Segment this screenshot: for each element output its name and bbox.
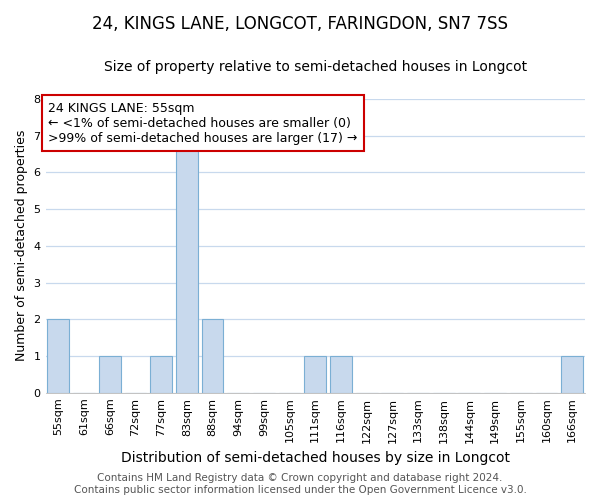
Title: Size of property relative to semi-detached houses in Longcot: Size of property relative to semi-detach… [104, 60, 527, 74]
Bar [99, 356, 121, 393]
Text: Contains HM Land Registry data © Crown copyright and database right 2024.
Contai: Contains HM Land Registry data © Crown c… [74, 474, 526, 495]
Bar [176, 136, 198, 393]
Bar [202, 320, 223, 393]
Bar [304, 356, 326, 393]
Bar [330, 356, 352, 393]
Text: 24, KINGS LANE, LONGCOT, FARINGDON, SN7 7SS: 24, KINGS LANE, LONGCOT, FARINGDON, SN7 … [92, 15, 508, 33]
Bar [150, 356, 172, 393]
X-axis label: Distribution of semi-detached houses by size in Longcot: Distribution of semi-detached houses by … [121, 451, 510, 465]
Bar [561, 356, 583, 393]
Bar [47, 320, 70, 393]
Text: 24 KINGS LANE: 55sqm
← <1% of semi-detached houses are smaller (0)
>99% of semi-: 24 KINGS LANE: 55sqm ← <1% of semi-detac… [48, 102, 358, 144]
Y-axis label: Number of semi-detached properties: Number of semi-detached properties [15, 130, 28, 362]
